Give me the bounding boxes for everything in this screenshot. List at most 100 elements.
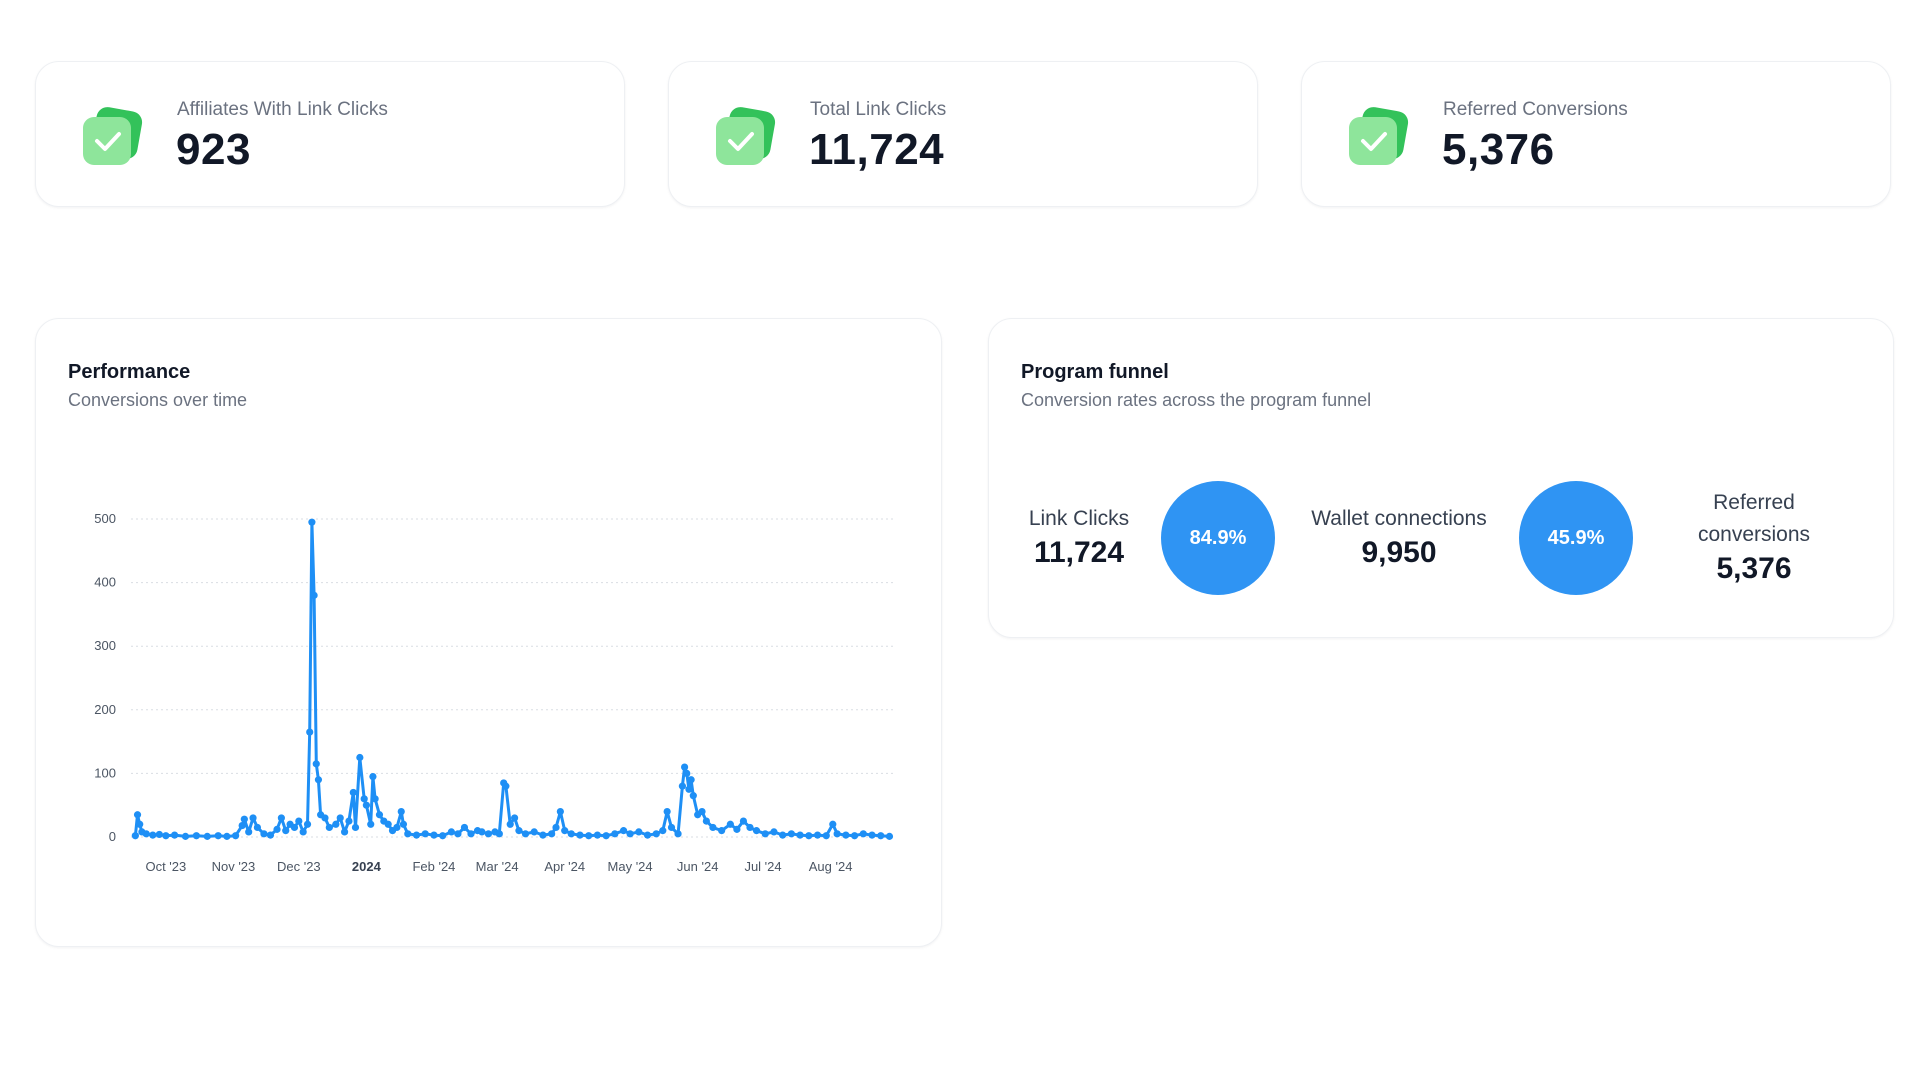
data-point[interactable]	[321, 814, 329, 822]
data-point[interactable]	[404, 830, 412, 838]
data-point[interactable]	[290, 823, 299, 832]
data-point[interactable]	[702, 817, 710, 825]
data-point[interactable]	[739, 817, 748, 825]
data-point[interactable]	[273, 825, 281, 833]
data-point[interactable]	[308, 518, 316, 526]
data-point[interactable]	[506, 820, 514, 828]
data-point[interactable]	[447, 828, 455, 836]
data-point[interactable]	[576, 831, 584, 839]
data-point[interactable]	[362, 801, 370, 809]
data-point[interactable]	[556, 807, 564, 816]
data-point[interactable]	[397, 807, 405, 816]
data-point[interactable]	[238, 821, 246, 830]
data-point[interactable]	[561, 827, 569, 835]
data-point[interactable]	[521, 830, 530, 838]
data-point[interactable]	[602, 832, 610, 840]
data-point[interactable]	[850, 832, 859, 840]
data-point[interactable]	[510, 814, 519, 822]
data-point[interactable]	[667, 823, 676, 832]
data-point[interactable]	[336, 814, 344, 822]
data-point[interactable]	[245, 828, 253, 836]
data-point[interactable]	[203, 832, 211, 840]
data-point[interactable]	[805, 832, 813, 840]
data-point[interactable]	[360, 795, 368, 803]
data-point[interactable]	[214, 832, 222, 840]
data-point[interactable]	[162, 832, 170, 840]
data-point[interactable]	[652, 830, 660, 838]
data-point[interactable]	[460, 823, 469, 832]
data-point[interactable]	[502, 782, 510, 790]
data-point[interactable]	[299, 828, 307, 836]
data-point[interactable]	[585, 832, 593, 840]
data-point[interactable]	[833, 830, 841, 838]
data-point[interactable]	[726, 820, 734, 828]
data-point[interactable]	[689, 792, 697, 800]
data-point[interactable]	[282, 827, 290, 835]
data-point[interactable]	[885, 832, 894, 840]
data-point[interactable]	[295, 817, 303, 825]
data-point[interactable]	[266, 831, 275, 839]
data-point[interactable]	[813, 831, 822, 839]
data-point[interactable]	[868, 831, 876, 839]
data-point[interactable]	[253, 823, 262, 832]
data-point[interactable]	[822, 832, 830, 840]
data-point[interactable]	[680, 763, 689, 771]
data-point[interactable]	[232, 832, 240, 840]
data-point[interactable]	[340, 828, 349, 836]
data-point[interactable]	[770, 828, 778, 836]
data-point[interactable]	[718, 827, 726, 835]
data-point[interactable]	[303, 820, 312, 828]
data-point[interactable]	[136, 820, 144, 828]
data-point[interactable]	[181, 832, 190, 840]
data-point[interactable]	[467, 830, 475, 838]
data-point[interactable]	[635, 828, 643, 836]
data-point[interactable]	[412, 831, 421, 839]
data-point[interactable]	[619, 827, 628, 835]
data-point[interactable]	[659, 827, 667, 835]
data-point[interactable]	[306, 728, 314, 736]
data-point[interactable]	[314, 776, 323, 784]
data-point[interactable]	[611, 830, 619, 838]
data-point[interactable]	[548, 830, 556, 838]
data-point[interactable]	[685, 785, 693, 793]
data-point[interactable]	[142, 830, 150, 838]
data-point[interactable]	[877, 832, 885, 840]
data-point[interactable]	[796, 831, 804, 839]
data-point[interactable]	[567, 830, 575, 838]
data-point[interactable]	[371, 795, 379, 803]
data-point[interactable]	[260, 830, 268, 838]
data-point[interactable]	[674, 830, 682, 838]
data-point[interactable]	[369, 772, 377, 781]
data-point[interactable]	[663, 807, 671, 816]
data-point[interactable]	[332, 820, 340, 828]
data-point[interactable]	[752, 827, 761, 835]
data-point[interactable]	[829, 820, 837, 828]
data-point[interactable]	[351, 823, 360, 832]
data-point[interactable]	[495, 830, 503, 838]
data-point[interactable]	[277, 814, 285, 822]
data-point[interactable]	[530, 828, 538, 836]
data-point[interactable]	[421, 830, 429, 838]
data-point[interactable]	[552, 823, 560, 832]
data-point[interactable]	[643, 831, 652, 839]
data-point[interactable]	[131, 832, 139, 840]
data-point[interactable]	[223, 832, 231, 840]
data-point[interactable]	[240, 815, 248, 823]
data-point[interactable]	[484, 830, 493, 838]
data-point[interactable]	[349, 788, 357, 797]
data-point[interactable]	[678, 782, 687, 790]
data-point[interactable]	[779, 831, 787, 839]
data-point[interactable]	[687, 776, 695, 784]
data-point[interactable]	[454, 830, 462, 838]
data-point[interactable]	[733, 825, 741, 833]
data-point[interactable]	[375, 811, 384, 819]
data-point[interactable]	[515, 827, 523, 835]
data-point[interactable]	[325, 823, 333, 832]
data-point[interactable]	[439, 832, 447, 840]
data-point[interactable]	[149, 831, 157, 839]
data-point[interactable]	[478, 828, 486, 836]
data-point[interactable]	[859, 830, 867, 838]
data-point[interactable]	[539, 831, 547, 839]
data-point[interactable]	[787, 830, 795, 838]
data-point[interactable]	[698, 807, 706, 816]
